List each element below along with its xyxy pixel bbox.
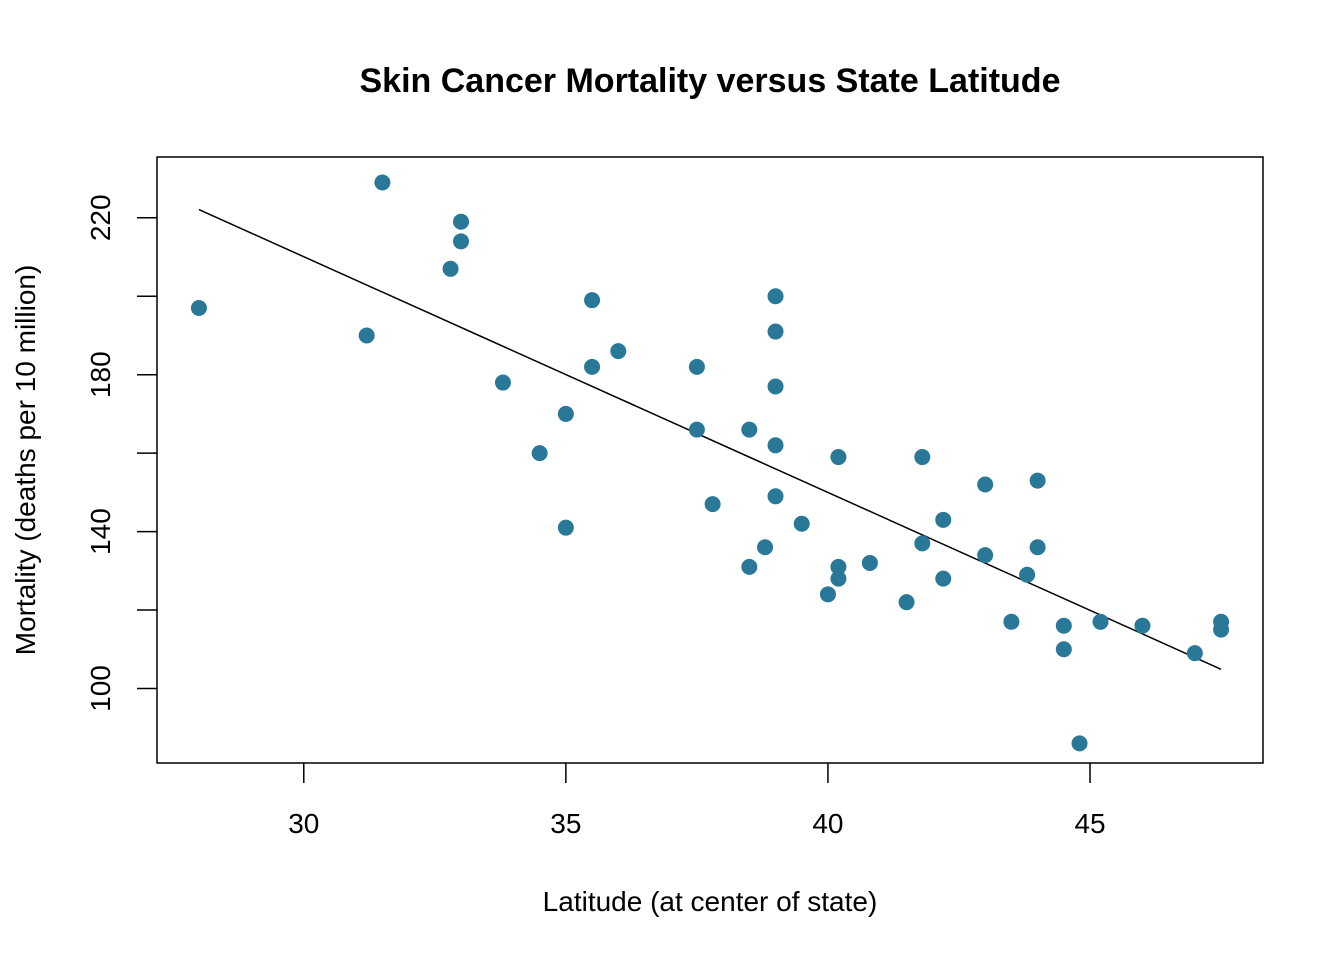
data-point <box>935 570 952 587</box>
data-point <box>977 476 994 493</box>
data-point <box>494 374 511 391</box>
data-point <box>1134 617 1151 634</box>
data-point <box>557 519 574 536</box>
data-point <box>830 449 847 466</box>
y-axis: 100 140 180 220 <box>85 194 157 712</box>
x-tick-label: 35 <box>550 808 581 839</box>
y-tick-label: 100 <box>85 665 116 712</box>
y-tick-label: 180 <box>85 351 116 398</box>
data-point <box>767 288 784 305</box>
data-point <box>935 511 952 528</box>
data-point <box>1019 566 1036 583</box>
data-point <box>358 327 375 344</box>
data-point <box>1003 613 1020 630</box>
data-point <box>584 292 601 309</box>
data-point <box>557 405 574 422</box>
data-point <box>767 437 784 454</box>
data-point <box>914 535 931 552</box>
chart-title: Skin Cancer Mortality versus State Latit… <box>360 62 1061 100</box>
y-axis-label: Mortality (deaths per 10 million) <box>10 265 41 656</box>
data-point <box>767 378 784 395</box>
x-tick-label: 30 <box>288 808 319 839</box>
x-tick-label: 45 <box>1074 808 1105 839</box>
data-point <box>741 421 758 438</box>
data-point <box>830 558 847 575</box>
data-point <box>1071 735 1088 752</box>
data-point <box>688 358 705 375</box>
data-point <box>830 570 847 587</box>
data-point <box>1029 539 1046 556</box>
regression-line-group <box>198 208 1222 670</box>
data-point <box>442 260 459 277</box>
x-axis-label: Latitude (at center of state) <box>543 886 878 917</box>
plot-frame <box>156 156 1264 764</box>
data-point <box>977 547 994 564</box>
data-point <box>531 445 548 462</box>
y-tick-label: 140 <box>85 508 116 555</box>
data-point <box>861 554 878 571</box>
data-point <box>741 558 758 575</box>
data-point <box>793 515 810 532</box>
y-tick-label: 220 <box>85 194 116 241</box>
x-tick-label: 40 <box>812 808 843 839</box>
x-axis: 30 35 40 45 <box>288 763 1106 839</box>
data-point <box>1055 617 1072 634</box>
data-point <box>374 174 391 191</box>
data-point <box>1186 645 1203 662</box>
data-point <box>1092 613 1109 630</box>
data-point <box>190 300 207 317</box>
points-group <box>190 174 1230 752</box>
data-point <box>453 233 470 250</box>
data-point <box>584 358 601 375</box>
data-point <box>1055 641 1072 658</box>
data-point <box>898 594 915 611</box>
data-point <box>1213 621 1230 638</box>
data-point <box>914 449 931 466</box>
regression-line <box>198 208 1222 670</box>
data-point <box>767 488 784 505</box>
data-point <box>1029 472 1046 489</box>
data-point <box>767 323 784 340</box>
data-point <box>819 586 836 603</box>
data-point <box>610 343 627 360</box>
data-point <box>757 539 774 556</box>
data-point <box>453 213 470 230</box>
data-point <box>688 421 705 438</box>
data-point <box>704 496 721 513</box>
